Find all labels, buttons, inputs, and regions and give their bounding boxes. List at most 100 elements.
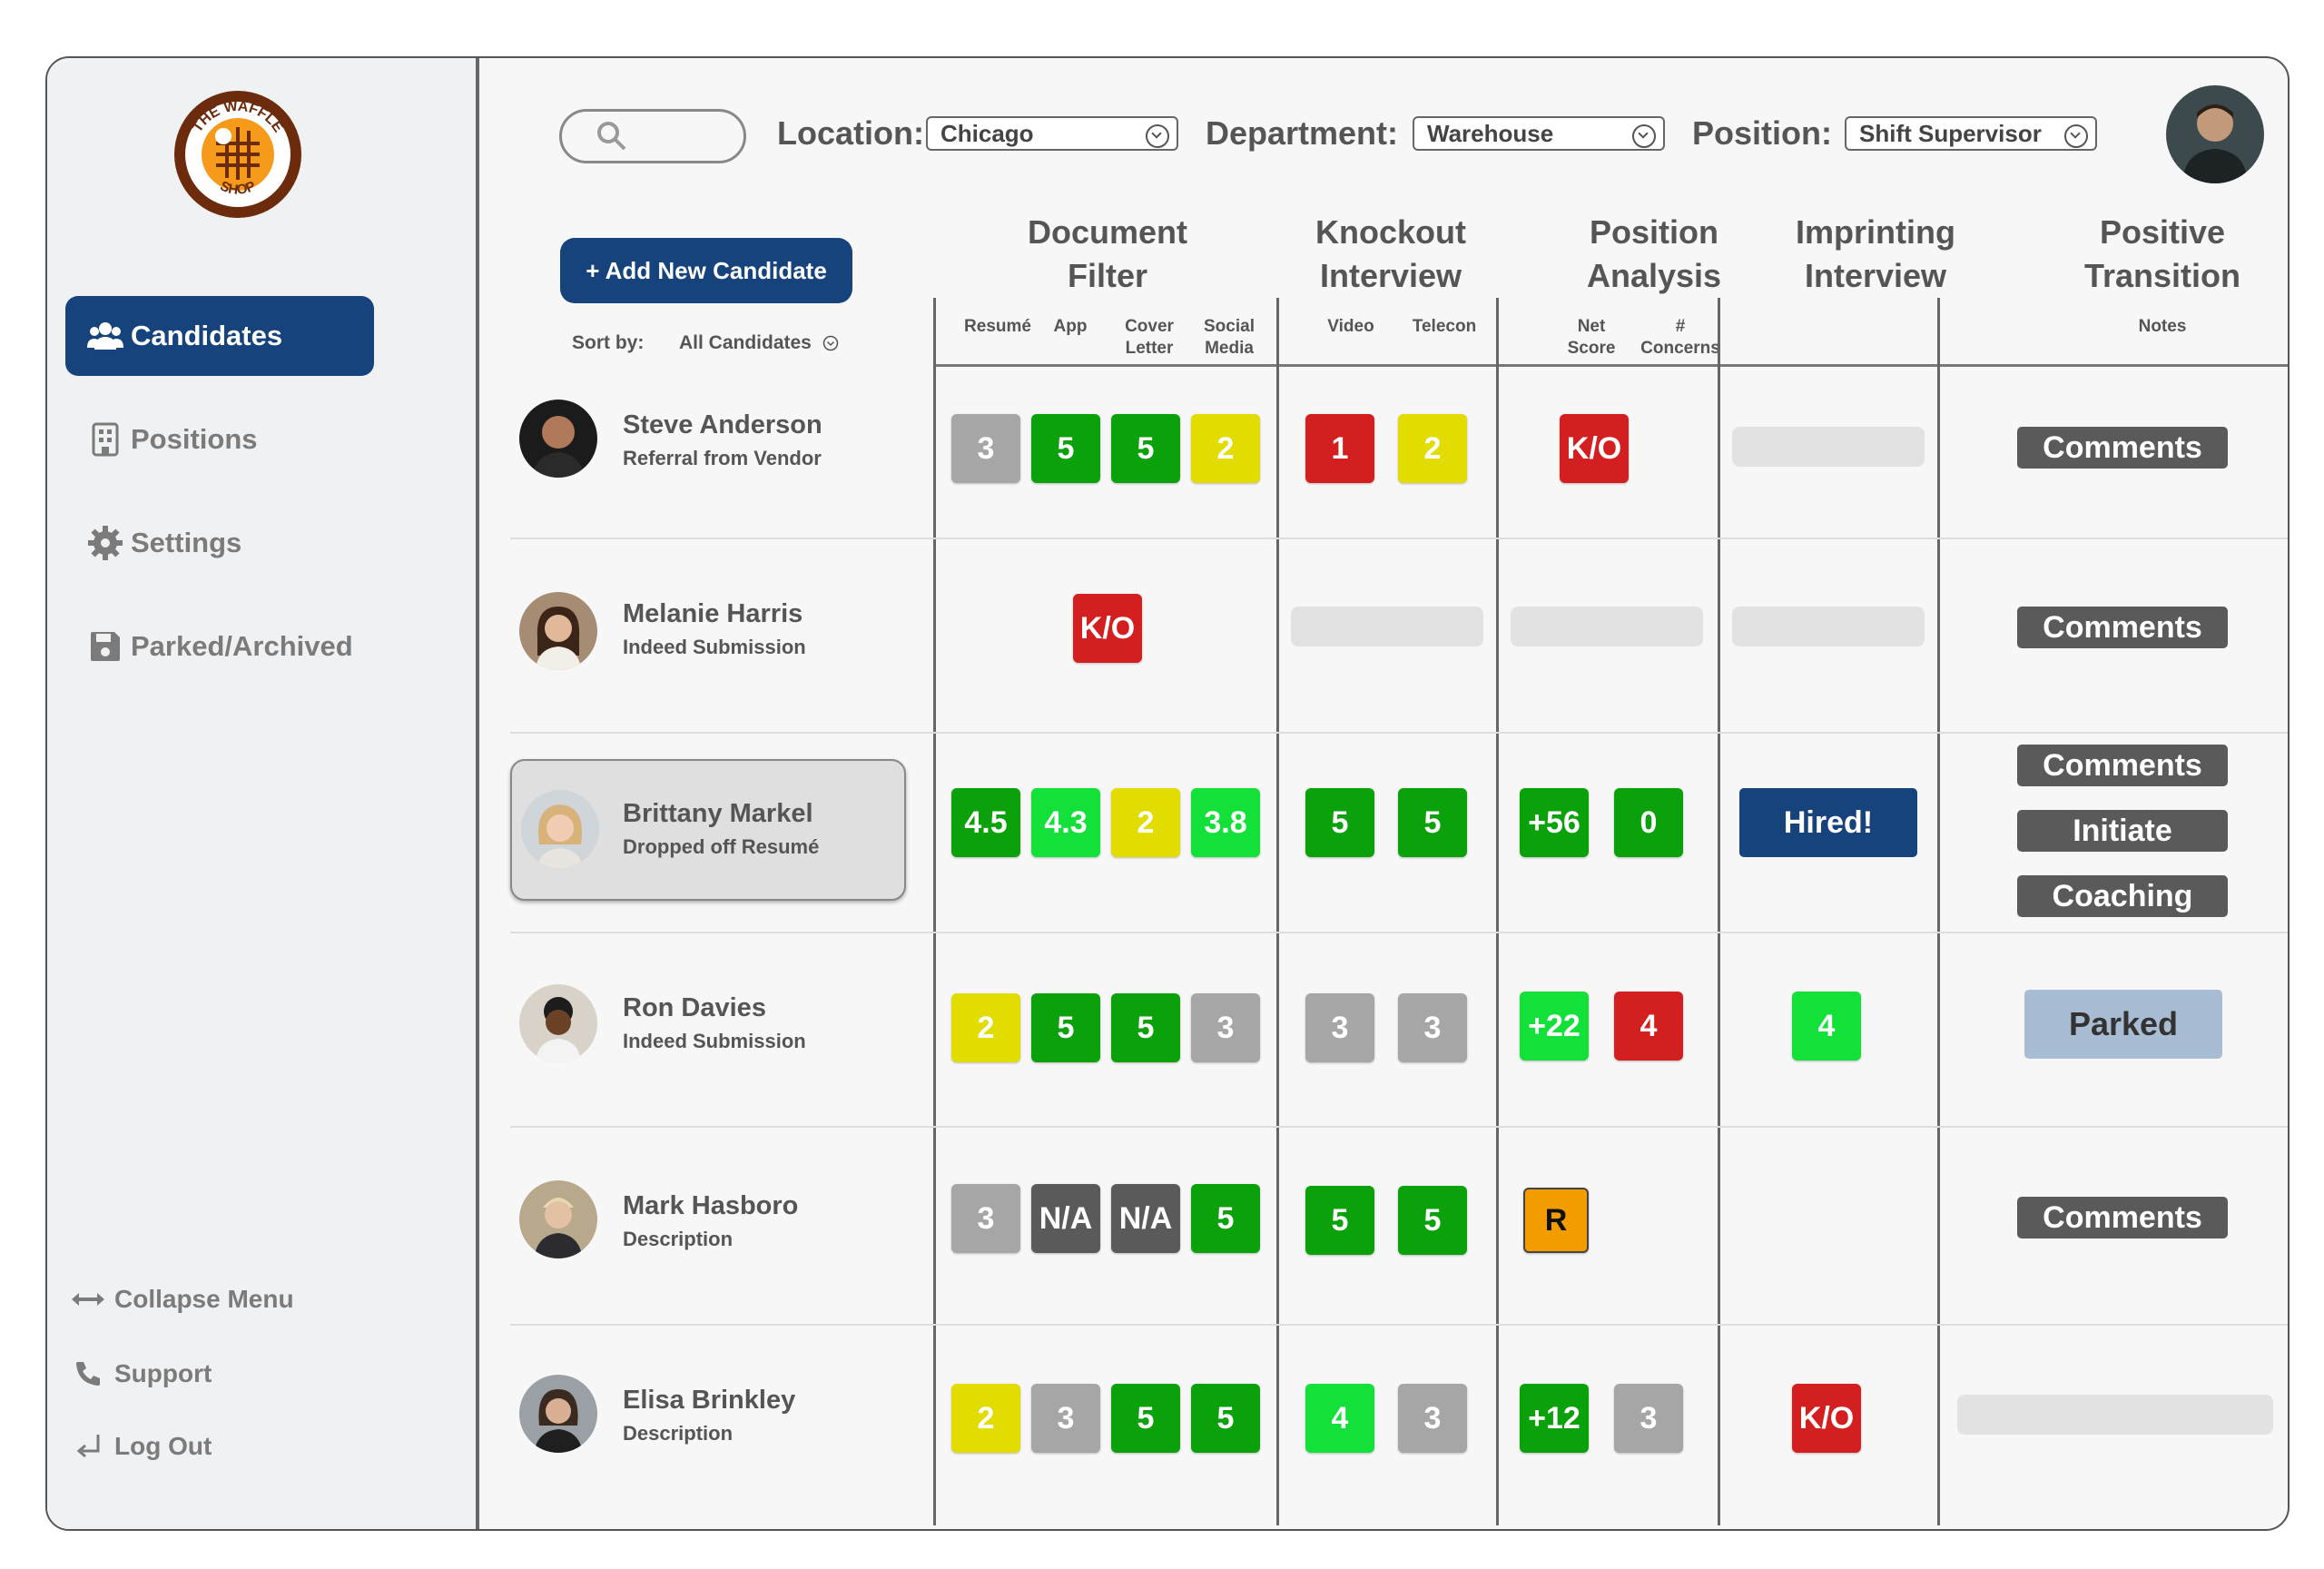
avatar[interactable] <box>521 790 599 868</box>
column-header-position-analysis: Position Analysis <box>1586 213 1722 294</box>
sidebar-item-settings[interactable]: Settings <box>65 503 374 583</box>
score-telecon[interactable]: 5 <box>1398 788 1467 857</box>
log-out-button[interactable]: Log Out <box>71 1424 212 1469</box>
score-social-media[interactable]: 3 <box>1191 993 1260 1062</box>
score-net[interactable]: R <box>1523 1188 1589 1253</box>
score-social-media[interactable]: 5 <box>1191 1184 1260 1253</box>
score-net[interactable]: +56 <box>1520 788 1589 857</box>
empty-cell-placeholder <box>1732 427 1925 467</box>
collapse-menu-button[interactable]: Collapse Menu <box>71 1277 294 1322</box>
score-net[interactable]: +12 <box>1520 1384 1589 1453</box>
score-telecon[interactable]: 2 <box>1398 414 1467 483</box>
candidate-name[interactable]: Elisa Brinkley <box>623 1386 796 1415</box>
save-icon <box>87 628 123 665</box>
score-imprinting[interactable]: 4 <box>1792 992 1861 1061</box>
user-avatar[interactable] <box>2166 85 2264 183</box>
score-concerns[interactable]: 3 <box>1614 1384 1683 1453</box>
column-divider <box>1718 298 1720 1525</box>
column-header-knockout-interview: Knockout Interview <box>1315 213 1466 294</box>
score-concerns[interactable]: 4 <box>1614 992 1683 1061</box>
comments-button[interactable]: Comments <box>2017 1197 2228 1238</box>
header-divider <box>933 364 2288 367</box>
arrows-horizontal-icon <box>71 1291 105 1308</box>
knockout-badge[interactable]: K/O <box>1073 594 1142 663</box>
column-header-positive-transition: Positive Transition <box>2083 213 2241 294</box>
subheader-net-score: Net Score <box>1567 317 1616 358</box>
avatar[interactable] <box>519 984 597 1062</box>
candidate-name[interactable]: Ron Davies <box>623 993 766 1022</box>
log-out-label: Log Out <box>114 1432 212 1460</box>
candidate-source: Description <box>623 1228 734 1250</box>
score-resume[interactable]: 4.5 <box>951 788 1020 857</box>
score-social-media[interactable]: 3.8 <box>1191 788 1260 857</box>
department-value: Warehouse <box>1427 119 1554 147</box>
score-video[interactable]: 3 <box>1305 993 1374 1062</box>
score-cover-letter[interactable]: 2 <box>1111 788 1180 857</box>
add-new-candidate-button[interactable]: + Add New Candidate <box>560 238 852 303</box>
score-app[interactable]: N/A <box>1031 1184 1100 1253</box>
search-input[interactable] <box>559 109 746 163</box>
score-resume[interactable]: 2 <box>951 1384 1020 1453</box>
row-divider <box>510 1324 2288 1326</box>
sidebar: THE WAFFLE SHOP Candidates Positions Set… <box>47 58 479 1529</box>
avatar[interactable] <box>519 1375 597 1453</box>
building-icon <box>87 421 123 458</box>
score-social-media[interactable]: 5 <box>1191 1384 1260 1453</box>
sort-select[interactable]: All Candidates <box>679 332 839 354</box>
score-cover-letter[interactable]: 5 <box>1111 1384 1180 1453</box>
score-net[interactable]: +22 <box>1520 992 1589 1061</box>
column-divider <box>933 298 936 1525</box>
score-social-media[interactable]: 2 <box>1191 414 1260 483</box>
score-cover-letter[interactable]: N/A <box>1111 1184 1180 1253</box>
score-concerns[interactable]: 0 <box>1614 788 1683 857</box>
score-app[interactable]: 5 <box>1031 414 1100 483</box>
score-app[interactable]: 4.3 <box>1031 788 1100 857</box>
initiate-button[interactable]: Initiate <box>2017 810 2228 852</box>
score-video[interactable]: 1 <box>1305 414 1374 483</box>
subheader-app: App <box>1053 317 1088 336</box>
coaching-button[interactable]: Coaching <box>2017 875 2228 917</box>
score-resume[interactable]: 3 <box>951 1184 1020 1253</box>
hired-badge[interactable]: Hired! <box>1739 788 1917 857</box>
score-cover-letter[interactable]: 5 <box>1111 414 1180 483</box>
position-select[interactable]: Shift Supervisor <box>1845 116 2097 151</box>
score-resume[interactable]: 3 <box>951 414 1020 483</box>
parked-badge[interactable]: Parked <box>2024 990 2222 1059</box>
candidate-name[interactable]: Steve Anderson <box>623 410 822 439</box>
column-header-document-filter: Document Filter <box>1027 213 1187 294</box>
waffle-shop-logo[interactable]: THE WAFFLE SHOP <box>172 89 303 220</box>
knockout-badge[interactable]: K/O <box>1560 414 1629 483</box>
empty-cell-placeholder <box>1957 1395 2273 1435</box>
score-app[interactable]: 5 <box>1031 993 1100 1062</box>
avatar[interactable] <box>519 1180 597 1258</box>
score-cover-letter[interactable]: 5 <box>1111 993 1180 1062</box>
score-telecon[interactable]: 3 <box>1398 993 1467 1062</box>
department-select[interactable]: Warehouse <box>1413 116 1665 151</box>
score-telecon[interactable]: 5 <box>1398 1186 1467 1255</box>
score-telecon[interactable]: 3 <box>1398 1384 1467 1453</box>
candidate-source: Indeed Submission <box>623 636 806 658</box>
score-video[interactable]: 4 <box>1305 1384 1374 1453</box>
score-resume[interactable]: 2 <box>951 993 1020 1062</box>
score-app[interactable]: 3 <box>1031 1384 1100 1453</box>
comments-button[interactable]: Comments <box>2017 607 2228 648</box>
comments-button[interactable]: Comments <box>2017 427 2228 469</box>
avatar[interactable] <box>519 400 597 478</box>
support-button[interactable]: Support <box>71 1351 212 1396</box>
candidate-name[interactable]: Brittany Markel <box>623 799 813 828</box>
column-divider <box>1496 298 1499 1525</box>
score-video[interactable]: 5 <box>1305 1186 1374 1255</box>
comments-button[interactable]: Comments <box>2017 745 2228 786</box>
users-icon <box>87 318 123 354</box>
avatar[interactable] <box>519 592 597 670</box>
support-label: Support <box>114 1359 212 1387</box>
location-select[interactable]: Chicago <box>926 116 1178 151</box>
knockout-badge[interactable]: K/O <box>1792 1384 1861 1453</box>
candidate-name[interactable]: Mark Hasboro <box>623 1191 799 1220</box>
score-video[interactable]: 5 <box>1305 788 1374 857</box>
sidebar-item-candidates[interactable]: Candidates <box>65 296 374 376</box>
sidebar-item-parked-archived[interactable]: Parked/Archived <box>65 607 374 686</box>
sidebar-item-positions[interactable]: Positions <box>65 400 374 479</box>
chevron-down-icon <box>1632 124 1656 148</box>
candidate-name[interactable]: Melanie Harris <box>623 599 803 628</box>
